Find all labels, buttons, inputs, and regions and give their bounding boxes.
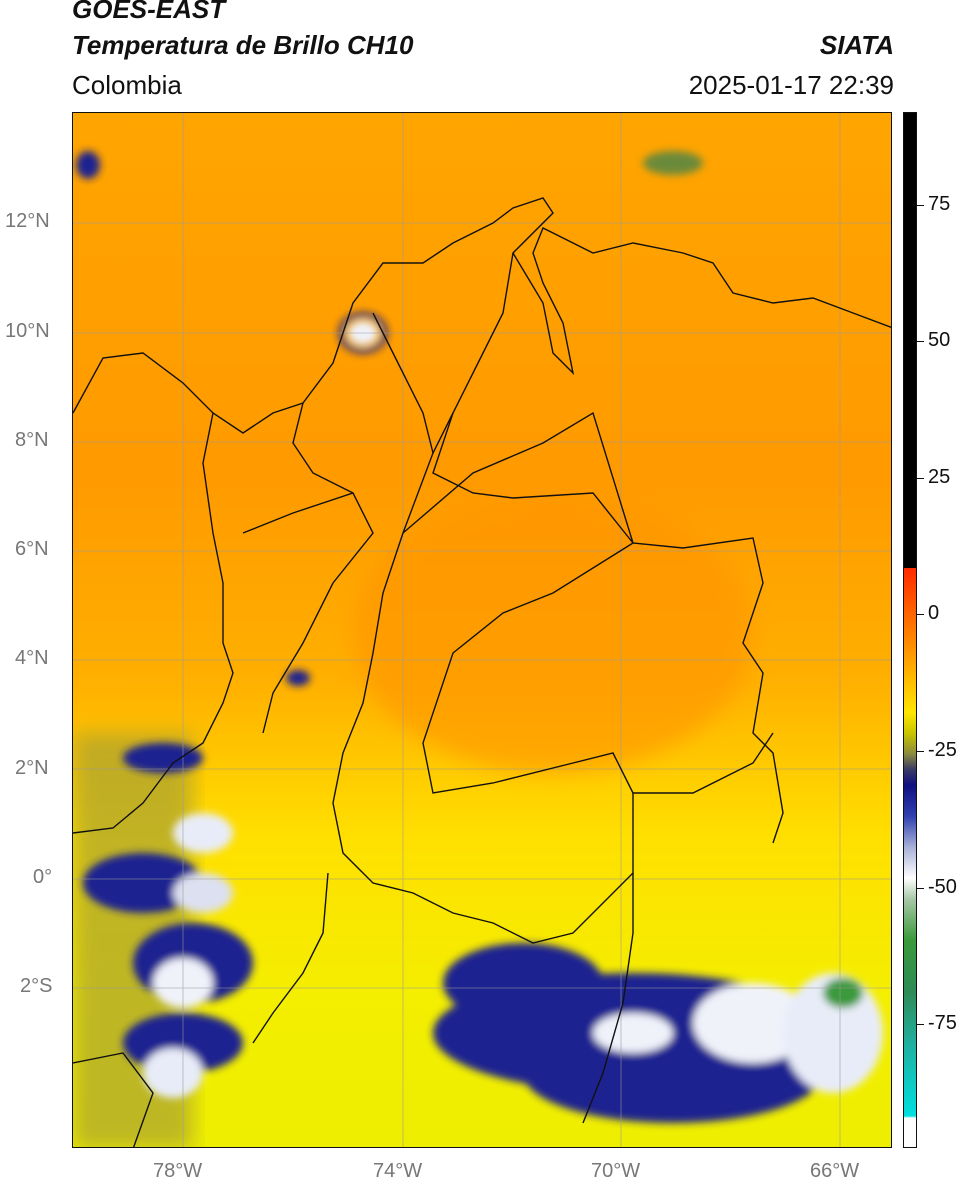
region-label: Colombia — [72, 70, 182, 100]
warm-region — [353, 493, 753, 773]
lat-label-10N: 10°N — [5, 320, 50, 342]
colorbar-label-0: 0 — [928, 602, 940, 624]
colorbar-label-m75: -75 — [928, 1012, 957, 1034]
lat-label-12N: 12°N — [5, 210, 50, 232]
lat-label-8N: 8°N — [15, 429, 49, 451]
lat-label-2N: 2°N — [15, 757, 49, 779]
colorbar-label-25: 25 — [928, 466, 951, 488]
lon-label-66W: 66°W — [810, 1160, 860, 1182]
satellite-map[interactable] — [72, 112, 892, 1148]
lon-label-70W: 70°W — [591, 1160, 641, 1182]
borders — [73, 197, 891, 1147]
map-svg — [73, 113, 891, 1147]
lon-label-78W: 78°W — [153, 1160, 203, 1182]
colorbar-label-50: 50 — [928, 329, 951, 351]
datetime-label: 2025-01-17 22:39 — [688, 70, 894, 100]
product-subtitle: Temperatura de Brillo CH10 — [72, 30, 414, 60]
lat-label-6N: 6°N — [15, 538, 49, 560]
lat-label-0: 0° — [33, 866, 53, 888]
colorbar-label-m25: -25 — [928, 739, 957, 761]
colorbar-label-m50: -50 — [928, 876, 957, 898]
lat-label-2S: 2°S — [20, 975, 53, 997]
lat-label-4N: 4°N — [15, 647, 49, 669]
lon-label-74W: 74°W — [373, 1160, 423, 1182]
cloud-clusters — [76, 151, 883, 1123]
colorbar — [903, 112, 917, 1148]
product-title: GOES-EAST — [72, 0, 226, 24]
brand-label: SIATA — [819, 30, 894, 60]
colorbar-label-75: 75 — [928, 193, 951, 215]
